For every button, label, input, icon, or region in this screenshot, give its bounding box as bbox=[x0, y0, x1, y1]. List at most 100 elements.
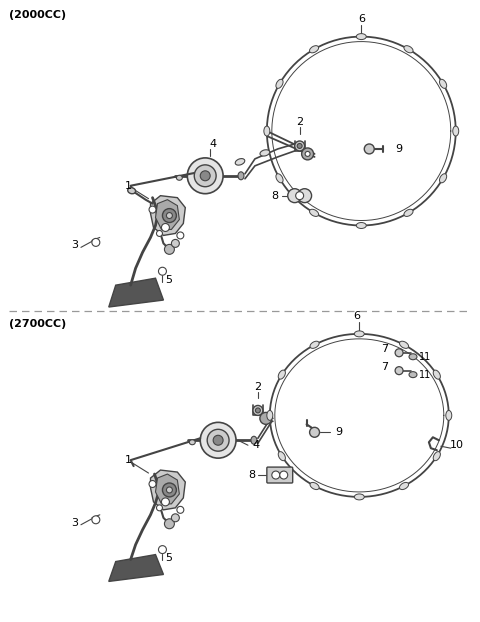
Text: 9: 9 bbox=[396, 144, 403, 154]
Circle shape bbox=[149, 481, 156, 488]
Ellipse shape bbox=[278, 370, 286, 379]
Ellipse shape bbox=[356, 223, 366, 228]
Ellipse shape bbox=[404, 45, 413, 53]
Ellipse shape bbox=[433, 370, 440, 379]
Ellipse shape bbox=[187, 158, 223, 193]
Circle shape bbox=[167, 487, 172, 493]
Ellipse shape bbox=[176, 175, 182, 180]
Ellipse shape bbox=[399, 483, 408, 490]
Text: 3: 3 bbox=[72, 518, 78, 528]
Ellipse shape bbox=[354, 331, 364, 337]
Polygon shape bbox=[151, 196, 185, 236]
Circle shape bbox=[364, 144, 374, 154]
Circle shape bbox=[260, 412, 272, 424]
Circle shape bbox=[162, 483, 176, 497]
Circle shape bbox=[301, 148, 313, 160]
Circle shape bbox=[177, 232, 184, 239]
Ellipse shape bbox=[310, 209, 319, 216]
Circle shape bbox=[296, 192, 304, 200]
Circle shape bbox=[161, 498, 169, 506]
Text: 8: 8 bbox=[248, 470, 255, 480]
Circle shape bbox=[171, 514, 180, 522]
Ellipse shape bbox=[409, 354, 417, 360]
Ellipse shape bbox=[276, 79, 283, 88]
Text: (2700CC): (2700CC) bbox=[9, 319, 67, 329]
Circle shape bbox=[395, 349, 403, 357]
Circle shape bbox=[158, 545, 167, 554]
Ellipse shape bbox=[399, 341, 408, 348]
Ellipse shape bbox=[440, 79, 447, 88]
Text: 7: 7 bbox=[382, 361, 389, 372]
Text: 4: 4 bbox=[252, 440, 260, 450]
Text: (2000CC): (2000CC) bbox=[9, 10, 66, 20]
Circle shape bbox=[253, 406, 263, 415]
Polygon shape bbox=[156, 200, 180, 230]
Circle shape bbox=[295, 141, 305, 151]
Ellipse shape bbox=[453, 126, 459, 136]
Circle shape bbox=[167, 213, 172, 218]
Text: 2: 2 bbox=[254, 381, 262, 392]
Ellipse shape bbox=[310, 483, 319, 490]
Circle shape bbox=[213, 435, 223, 445]
Ellipse shape bbox=[251, 436, 257, 444]
Ellipse shape bbox=[128, 188, 135, 194]
Text: 3: 3 bbox=[72, 240, 78, 251]
Text: 6: 6 bbox=[353, 311, 360, 321]
Ellipse shape bbox=[440, 174, 447, 183]
Text: 2: 2 bbox=[296, 117, 303, 127]
Text: 6: 6 bbox=[358, 14, 365, 24]
Text: 5: 5 bbox=[165, 552, 172, 562]
Ellipse shape bbox=[189, 440, 195, 445]
Text: 9: 9 bbox=[335, 427, 342, 437]
Ellipse shape bbox=[238, 172, 244, 180]
Circle shape bbox=[158, 267, 167, 275]
Ellipse shape bbox=[194, 165, 216, 187]
Circle shape bbox=[288, 188, 301, 203]
Ellipse shape bbox=[267, 411, 273, 420]
Circle shape bbox=[395, 367, 403, 374]
Circle shape bbox=[92, 238, 100, 246]
Text: 4: 4 bbox=[210, 139, 216, 149]
Circle shape bbox=[156, 505, 162, 511]
Ellipse shape bbox=[404, 209, 413, 216]
Circle shape bbox=[255, 408, 260, 413]
Text: 10: 10 bbox=[450, 440, 464, 450]
Ellipse shape bbox=[310, 341, 319, 348]
Text: 1: 1 bbox=[125, 181, 132, 191]
Text: 11: 11 bbox=[419, 351, 431, 362]
Ellipse shape bbox=[264, 126, 270, 136]
Ellipse shape bbox=[356, 34, 366, 40]
Circle shape bbox=[171, 239, 180, 248]
Circle shape bbox=[297, 144, 302, 149]
Circle shape bbox=[310, 427, 320, 437]
Circle shape bbox=[280, 471, 288, 479]
Text: 11: 11 bbox=[419, 369, 431, 379]
Circle shape bbox=[149, 206, 156, 213]
Text: 1: 1 bbox=[125, 455, 132, 465]
Polygon shape bbox=[151, 470, 185, 510]
Ellipse shape bbox=[200, 422, 236, 458]
Ellipse shape bbox=[446, 411, 452, 420]
Ellipse shape bbox=[260, 150, 270, 156]
Circle shape bbox=[305, 151, 310, 156]
Circle shape bbox=[165, 519, 174, 529]
Circle shape bbox=[162, 208, 176, 223]
Polygon shape bbox=[109, 555, 164, 582]
FancyBboxPatch shape bbox=[267, 467, 293, 483]
Circle shape bbox=[298, 188, 312, 203]
Ellipse shape bbox=[276, 174, 283, 183]
Circle shape bbox=[165, 244, 174, 254]
Circle shape bbox=[177, 506, 184, 513]
Ellipse shape bbox=[310, 45, 319, 53]
Ellipse shape bbox=[207, 429, 229, 451]
Ellipse shape bbox=[278, 452, 286, 461]
Ellipse shape bbox=[433, 452, 440, 461]
Circle shape bbox=[156, 231, 162, 236]
Ellipse shape bbox=[409, 372, 417, 378]
Ellipse shape bbox=[235, 159, 245, 165]
Ellipse shape bbox=[354, 494, 364, 500]
Text: 8: 8 bbox=[271, 191, 278, 201]
Circle shape bbox=[200, 171, 210, 181]
Polygon shape bbox=[109, 278, 164, 307]
Circle shape bbox=[272, 471, 280, 479]
